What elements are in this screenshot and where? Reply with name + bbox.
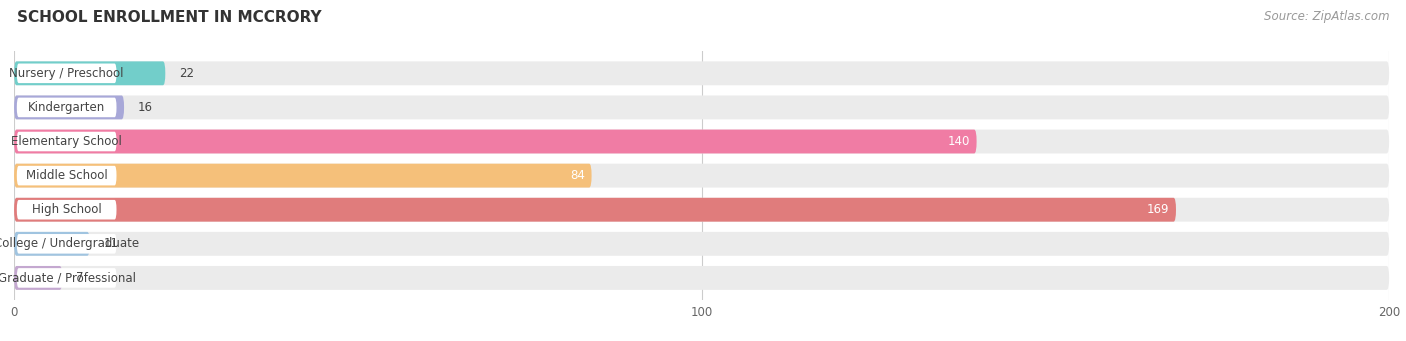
FancyBboxPatch shape <box>14 198 1175 222</box>
FancyBboxPatch shape <box>17 132 117 151</box>
Text: 11: 11 <box>104 237 118 250</box>
Text: Nursery / Preschool: Nursery / Preschool <box>10 67 124 80</box>
Text: Middle School: Middle School <box>25 169 107 182</box>
FancyBboxPatch shape <box>14 266 62 290</box>
FancyBboxPatch shape <box>14 130 1389 153</box>
FancyBboxPatch shape <box>14 164 592 188</box>
FancyBboxPatch shape <box>14 198 1389 222</box>
Text: Source: ZipAtlas.com: Source: ZipAtlas.com <box>1264 10 1389 23</box>
Text: Elementary School: Elementary School <box>11 135 122 148</box>
FancyBboxPatch shape <box>14 95 1389 119</box>
FancyBboxPatch shape <box>17 166 117 186</box>
FancyBboxPatch shape <box>17 268 117 288</box>
Text: College / Undergraduate: College / Undergraduate <box>0 237 139 250</box>
Text: 7: 7 <box>76 271 83 284</box>
Text: Kindergarten: Kindergarten <box>28 101 105 114</box>
FancyBboxPatch shape <box>14 95 124 119</box>
FancyBboxPatch shape <box>14 130 977 153</box>
Text: 84: 84 <box>569 169 585 182</box>
FancyBboxPatch shape <box>17 98 117 117</box>
FancyBboxPatch shape <box>14 232 90 256</box>
FancyBboxPatch shape <box>17 234 117 254</box>
FancyBboxPatch shape <box>17 63 117 83</box>
Text: 16: 16 <box>138 101 153 114</box>
Text: 140: 140 <box>948 135 970 148</box>
Text: 22: 22 <box>179 67 194 80</box>
Text: High School: High School <box>32 203 101 216</box>
Text: Graduate / Professional: Graduate / Professional <box>0 271 135 284</box>
FancyBboxPatch shape <box>17 200 117 220</box>
Text: SCHOOL ENROLLMENT IN MCCRORY: SCHOOL ENROLLMENT IN MCCRORY <box>17 10 322 25</box>
FancyBboxPatch shape <box>14 61 1389 85</box>
FancyBboxPatch shape <box>14 164 1389 188</box>
FancyBboxPatch shape <box>14 61 166 85</box>
FancyBboxPatch shape <box>14 266 1389 290</box>
Text: 169: 169 <box>1147 203 1170 216</box>
FancyBboxPatch shape <box>14 232 1389 256</box>
